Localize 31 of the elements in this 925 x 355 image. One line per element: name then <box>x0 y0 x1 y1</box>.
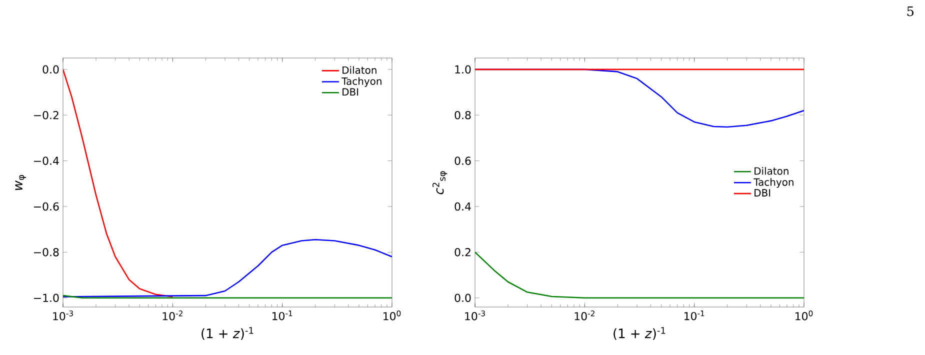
y-tick-label: 1.0 <box>455 65 471 74</box>
legend-label: Dilaton <box>754 167 788 175</box>
x-tick-label: 10$^{-1}$ <box>272 310 292 320</box>
y-tick-label: −0.8 <box>34 248 59 256</box>
y-tick-label: 0.4 <box>454 202 471 211</box>
y-tick-label: 0.6 <box>454 156 471 165</box>
x-tick-label: 10$^{0}$ <box>796 310 813 320</box>
y-tick-label: −0.6 <box>34 202 59 211</box>
legend-label: Tachyon <box>342 77 382 87</box>
x-axis-title: (1 + z)$^{-1}$ <box>614 327 666 340</box>
x-tick-label: 10$^{-1}$ <box>684 310 704 320</box>
y-tick-label: −1.0 <box>34 294 59 302</box>
x-tick-label: 10$^{-3}$ <box>53 310 73 320</box>
text: 5 <box>907 6 914 16</box>
y-tick-label: −0.4 <box>34 156 59 165</box>
y-tick-label: 0.2 <box>454 248 470 256</box>
x-tick-label: 10$^{-2}$ <box>162 310 182 320</box>
legend-label: Tachyon <box>754 178 794 188</box>
legend-label: DBI <box>342 88 358 96</box>
x-tick-label: 10$^{-2}$ <box>574 310 594 320</box>
x-axis-title: (1 + z)$^{-1}$ <box>202 327 254 340</box>
legend-label: Dilaton <box>342 66 376 74</box>
y-tick-label: 0.8 <box>454 110 471 120</box>
y-tick-label: −0.2 <box>34 110 58 120</box>
y-axis-title: w$_{φ}$ <box>15 174 26 190</box>
x-tick-label: 10$^{0}$ <box>384 310 401 320</box>
y-tick-label: 0.0 <box>454 294 471 302</box>
x-tick-label: 10$^{-3}$ <box>465 310 485 320</box>
y-tick-label: 0.0 <box>42 65 59 74</box>
legend-label: DBI <box>754 189 770 196</box>
y-axis-title: c$^{2}$sφ <box>432 171 448 194</box>
